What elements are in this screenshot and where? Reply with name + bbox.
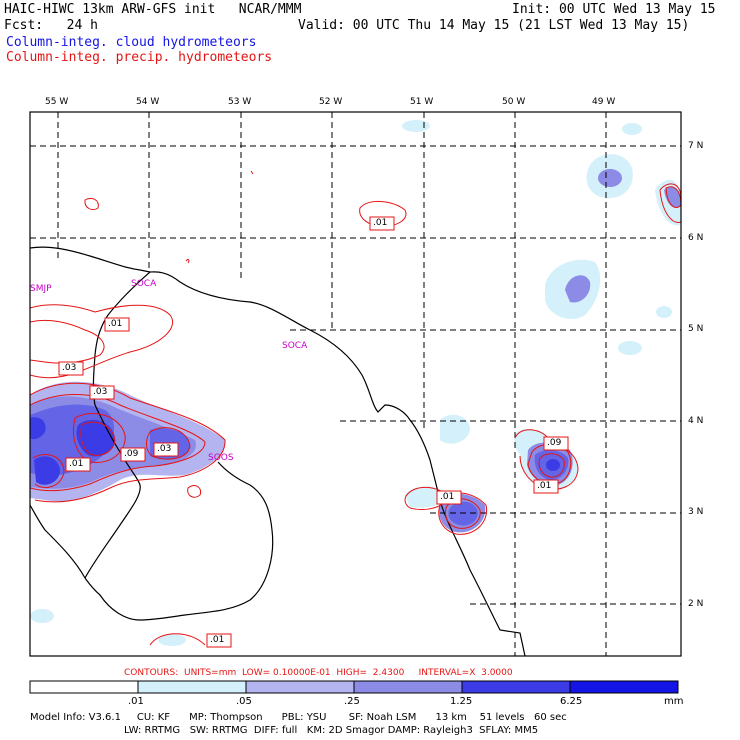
header-init-time: Init: 00 UTC Wed 13 May 15	[512, 2, 716, 17]
station-label: SOCA	[282, 341, 308, 351]
colorbar	[29, 680, 679, 694]
contour-label-boxes	[58, 216, 569, 648]
lat-label: 7 N	[688, 141, 704, 151]
lon-label: 55 W	[45, 97, 69, 107]
header-forecast-hour: Fcst: 24 h	[4, 18, 98, 33]
colorbar-tick: .01	[128, 696, 144, 707]
field-cloud-label: Column-integ. cloud hydrometeors	[6, 35, 257, 50]
header-title: HAIC-HIWC 13km ARW-GFS init NCAR/MMM	[4, 2, 302, 17]
lon-label: 52 W	[319, 97, 343, 107]
contour-label: .01	[537, 481, 552, 491]
station-label: SOCA	[131, 279, 157, 289]
contour-label: .01	[210, 635, 225, 645]
header-valid-time: Valid: 00 UTC Thu 14 May 15 (21 LST Wed …	[298, 18, 690, 33]
lon-label: 53 W	[228, 97, 252, 107]
contour-label: .03	[93, 387, 108, 397]
footer-physics-info: LW: RRTMG SW: RRTMG DIFF: full KM: 2D Sm…	[124, 725, 539, 736]
lat-label: 2 N	[688, 599, 704, 609]
lat-label: 4 N	[688, 416, 704, 426]
contour-label: .09	[124, 449, 139, 459]
colorbar-tick: .25	[344, 696, 360, 707]
colorbar-tick: 1.25	[450, 696, 473, 707]
contour-label: .01	[440, 492, 455, 502]
contours-info: CONTOURS: UNITS=mm LOW= 0.10000E-01 HIGH…	[124, 668, 513, 678]
lon-label: 54 W	[136, 97, 160, 107]
contour-label: .09	[547, 438, 562, 448]
contour-label: .01	[108, 319, 123, 329]
field-precip-label: Column-integ. precip. hydrometeors	[6, 50, 273, 65]
colorbar-tick: 6.25	[560, 696, 583, 707]
cloud-shading	[30, 120, 681, 646]
station-label: SMJP	[30, 284, 52, 294]
station-label: SOOS	[208, 453, 234, 463]
footer-model-info: Model Info: V3.6.1 CU: KF MP: Thompson P…	[30, 712, 567, 723]
contour-label: .01	[373, 218, 388, 228]
contour-label: .03	[62, 363, 77, 373]
lat-label: 6 N	[688, 233, 704, 243]
precip-contours	[30, 170, 681, 646]
lat-label: 3 N	[688, 507, 704, 517]
contour-label: .03	[157, 444, 172, 454]
lon-label: 51 W	[410, 97, 434, 107]
map-frame	[29, 111, 682, 657]
colorbar-unit: mm	[664, 696, 684, 707]
colorbar-tick: .05	[236, 696, 252, 707]
lon-label: 50 W	[502, 97, 526, 107]
lon-label: 49 W	[592, 97, 616, 107]
contour-label: .01	[69, 459, 84, 469]
lat-lon-grid	[30, 112, 681, 656]
lat-label: 5 N	[688, 324, 704, 334]
